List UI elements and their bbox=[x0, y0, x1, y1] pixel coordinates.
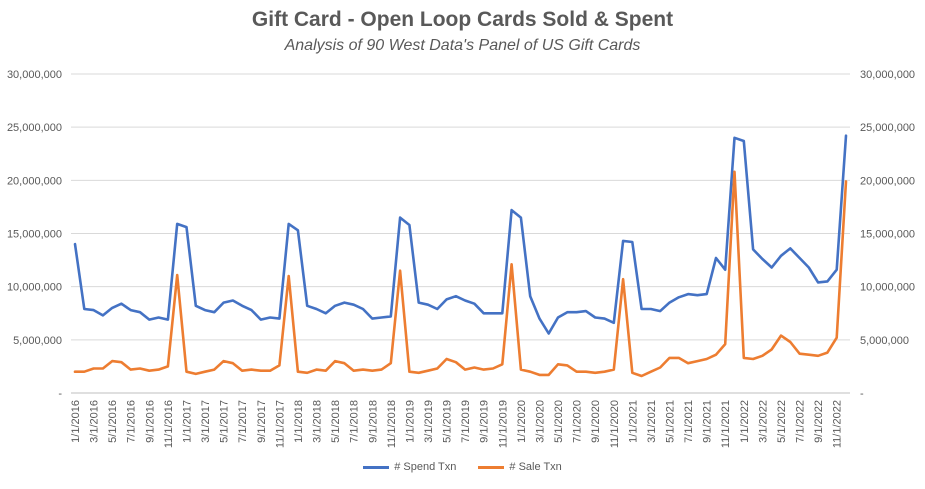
x-tick-label: 3/1/2019 bbox=[423, 400, 435, 443]
x-tick-label: 3/1/2021 bbox=[646, 400, 658, 443]
legend-item-sale: # Sale Txn bbox=[478, 461, 562, 473]
x-tick-label: 5/1/2017 bbox=[219, 400, 231, 443]
series-line-spend-txn bbox=[73, 134, 848, 335]
y-tick-label-right: 10,000,000 bbox=[860, 282, 915, 294]
x-tick-label: 1/1/2018 bbox=[293, 400, 305, 443]
y-tick-label-right: 30,000,000 bbox=[860, 69, 915, 81]
x-tick-label: 9/1/2020 bbox=[590, 400, 602, 443]
y-tick-label-right: 25,000,000 bbox=[860, 122, 915, 134]
x-tick-label: 9/1/2022 bbox=[813, 400, 825, 443]
x-tick-label: 5/1/2019 bbox=[442, 400, 454, 443]
x-tick-label: 1/1/2021 bbox=[627, 400, 639, 443]
x-tick-label: 9/1/2017 bbox=[256, 400, 268, 443]
x-tick-label: 11/1/2021 bbox=[720, 400, 732, 448]
legend-label-spend: # Spend Txn bbox=[394, 461, 457, 473]
x-tick-label: 5/1/2022 bbox=[776, 400, 788, 443]
y-tick-label-left: 5,000,000 bbox=[13, 335, 62, 347]
chart-subtitle: Analysis of 90 West Data's Panel of US G… bbox=[284, 37, 641, 54]
x-tick-label: 11/1/2016 bbox=[163, 400, 175, 448]
x-tick-label: 7/1/2022 bbox=[795, 400, 807, 443]
y-tick-label-right: 20,000,000 bbox=[860, 175, 915, 187]
x-tick-label: 7/1/2020 bbox=[572, 400, 584, 443]
x-tick-label: 7/1/2021 bbox=[683, 400, 695, 443]
x-tick-label: 1/1/2022 bbox=[739, 400, 751, 443]
x-tick-label: 9/1/2021 bbox=[702, 400, 714, 443]
y-tick-label-right: 5,000,000 bbox=[860, 335, 909, 347]
y-tick-label-left: 25,000,000 bbox=[7, 122, 62, 134]
y-tick-label-left: - bbox=[58, 388, 62, 400]
x-tick-label: 5/1/2016 bbox=[107, 400, 119, 443]
x-tick-label: 1/1/2017 bbox=[181, 400, 193, 443]
chart-legend: # Spend Txn # Sale Txn bbox=[0, 461, 925, 473]
x-tick-label: 9/1/2019 bbox=[479, 400, 491, 443]
x-tick-label: 5/1/2020 bbox=[553, 400, 565, 443]
x-tick-label: 11/1/2019 bbox=[497, 400, 509, 448]
x-tick-label: 9/1/2016 bbox=[144, 400, 156, 443]
x-tick-label: 7/1/2016 bbox=[126, 400, 138, 443]
x-tick-label: 7/1/2019 bbox=[460, 400, 472, 443]
x-tick-label: 5/1/2018 bbox=[330, 400, 342, 443]
x-tick-label: 11/1/2018 bbox=[386, 400, 398, 448]
x-tick-label: 3/1/2020 bbox=[534, 400, 546, 443]
legend-swatch-spend bbox=[363, 465, 390, 469]
series-line-sale-txn bbox=[73, 170, 848, 378]
x-tick-label: 11/1/2020 bbox=[609, 400, 621, 448]
x-tick-label: 1/1/2020 bbox=[516, 400, 528, 443]
x-tick-label: 7/1/2018 bbox=[349, 400, 361, 443]
y-tick-label-left: 15,000,000 bbox=[7, 229, 62, 241]
y-tick-label-left: 30,000,000 bbox=[7, 69, 62, 81]
y-tick-label-right: 15,000,000 bbox=[860, 229, 915, 241]
x-tick-label: 11/1/2017 bbox=[274, 400, 286, 448]
x-tick-label: 1/1/2016 bbox=[70, 400, 82, 443]
x-tick-label: 3/1/2018 bbox=[312, 400, 324, 443]
y-tick-label-left: 20,000,000 bbox=[7, 175, 62, 187]
x-tick-label: 3/1/2017 bbox=[200, 400, 212, 443]
legend-item-spend: # Spend Txn bbox=[363, 461, 456, 473]
legend-label-sale: # Sale Txn bbox=[509, 461, 562, 473]
legend-swatch-sale bbox=[478, 465, 505, 469]
chart-title: Gift Card - Open Loop Cards Sold & Spent bbox=[251, 8, 674, 31]
y-tick-label-right: - bbox=[860, 388, 864, 400]
x-tick-label: 3/1/2022 bbox=[757, 400, 769, 443]
y-tick-label-left: 10,000,000 bbox=[7, 282, 62, 294]
x-tick-label: 1/1/2019 bbox=[404, 400, 416, 443]
x-tick-label: 9/1/2018 bbox=[367, 400, 379, 443]
x-tick-label: 3/1/2016 bbox=[89, 400, 101, 443]
x-tick-label: 7/1/2017 bbox=[237, 400, 249, 443]
x-tick-label: 11/1/2022 bbox=[832, 400, 844, 448]
x-tick-label: 5/1/2021 bbox=[665, 400, 677, 443]
